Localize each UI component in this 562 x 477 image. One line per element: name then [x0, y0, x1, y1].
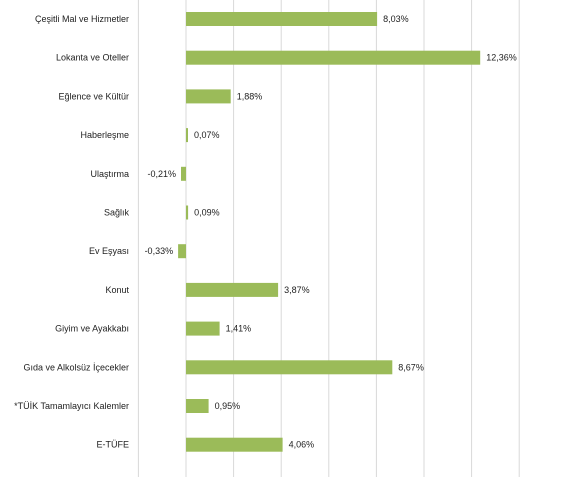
- category-labels: Çeşitli Mal ve Hizmetler Lokanta ve Otell…: [14, 14, 129, 450]
- category-label: Haberleşme: [80, 130, 129, 140]
- value-label: 8,67%: [398, 362, 424, 372]
- category-label: Ev Eşyası: [89, 246, 129, 256]
- value-label: 0,95%: [215, 401, 241, 411]
- value-label: 0,07%: [194, 130, 220, 140]
- value-label: 3,87%: [284, 285, 310, 295]
- bar: [186, 282, 279, 297]
- value-label: 8,03%: [383, 14, 409, 24]
- bar: [186, 50, 481, 65]
- bar: [186, 128, 188, 143]
- category-label: Lokanta ve Oteller: [56, 53, 129, 63]
- category-label: Ulaştırma: [90, 169, 129, 179]
- bar: [186, 399, 209, 413]
- category-label: E-TÜFE: [97, 440, 130, 450]
- grid-lines: [137, 0, 520, 477]
- value-label: -0,33%: [145, 246, 174, 256]
- value-label: 1,41%: [226, 324, 252, 334]
- bar: [186, 321, 220, 336]
- value-label: -0,21%: [147, 169, 176, 179]
- bar: [186, 205, 189, 220]
- category-label: Konut: [105, 285, 129, 295]
- bar: [186, 12, 378, 26]
- bar: [181, 166, 186, 181]
- value-label: 1,88%: [237, 91, 263, 101]
- category-label: Gıda ve Alkolsüz İçecekler: [23, 362, 129, 372]
- bar: [186, 89, 231, 104]
- value-labels: 8,03% 12,36% 1,88% 0,07% -0,21% 0,09% -0,33% 3,…: [145, 14, 517, 450]
- bar: [186, 437, 283, 452]
- category-label: *TÜİK Tamamlayıcı Kalemler: [14, 401, 129, 411]
- value-label: 4,06%: [289, 440, 315, 450]
- value-label: 12,36%: [486, 53, 517, 63]
- category-label: Giyim ve Ayakkabı: [55, 324, 129, 334]
- bar: [178, 244, 186, 259]
- category-label: Eğlence ve Kültür: [58, 91, 129, 101]
- value-label: 0,09%: [194, 208, 220, 218]
- category-label: Çeşitli Mal ve Hizmetler: [35, 14, 129, 24]
- category-label: Sağlık: [104, 208, 130, 218]
- bars-group: [178, 12, 481, 452]
- bar: [186, 360, 393, 375]
